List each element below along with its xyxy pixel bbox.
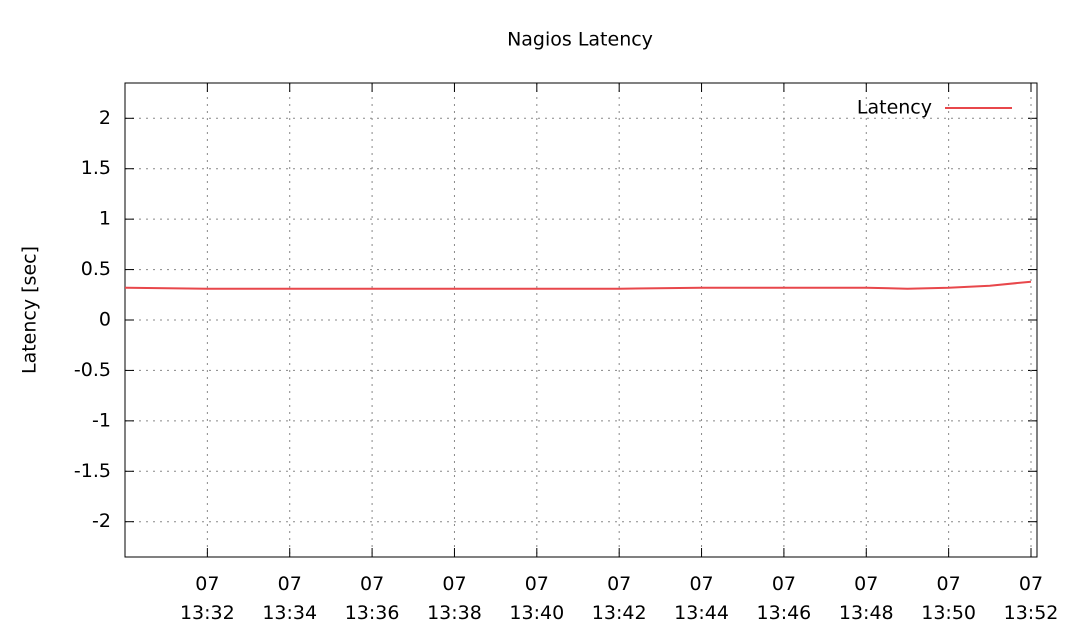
y-tick-label: 1.5 xyxy=(81,157,111,179)
x-tick-label: 07 13:44 xyxy=(674,573,729,624)
data-line xyxy=(124,280,1032,290)
y-tick-label: -2 xyxy=(92,510,111,532)
y-axis-label: Latency [sec] xyxy=(19,246,41,374)
x-tick-label: 07 13:38 xyxy=(427,573,482,624)
x-tick-label: 07 13:34 xyxy=(262,573,317,624)
x-tick-label: 07 13:42 xyxy=(592,573,647,624)
y-tick-label: -0.5 xyxy=(74,359,111,381)
y-tick-label: 0 xyxy=(99,309,111,331)
x-tick-label: 07 13:50 xyxy=(921,573,976,624)
y-tick-label: 1 xyxy=(99,208,111,230)
x-tick-label: 07 13:40 xyxy=(509,573,564,624)
y-tick-label: -1.5 xyxy=(74,460,111,482)
y-tick-label: -1 xyxy=(92,409,111,431)
y-tick-label: 2 xyxy=(99,107,111,129)
chart-title: Nagios Latency xyxy=(507,29,653,51)
x-tick-label: 07 13:36 xyxy=(345,573,400,624)
y-tick-label: 0.5 xyxy=(81,258,111,280)
x-tick-label: 07 13:32 xyxy=(180,573,235,624)
legend-label: Latency xyxy=(857,97,932,119)
x-tick-label: 07 13:52 xyxy=(1004,573,1059,624)
x-tick-label: 07 13:46 xyxy=(757,573,812,624)
plot-frame xyxy=(124,82,1038,558)
x-tick-label: 07 13:48 xyxy=(839,573,894,624)
